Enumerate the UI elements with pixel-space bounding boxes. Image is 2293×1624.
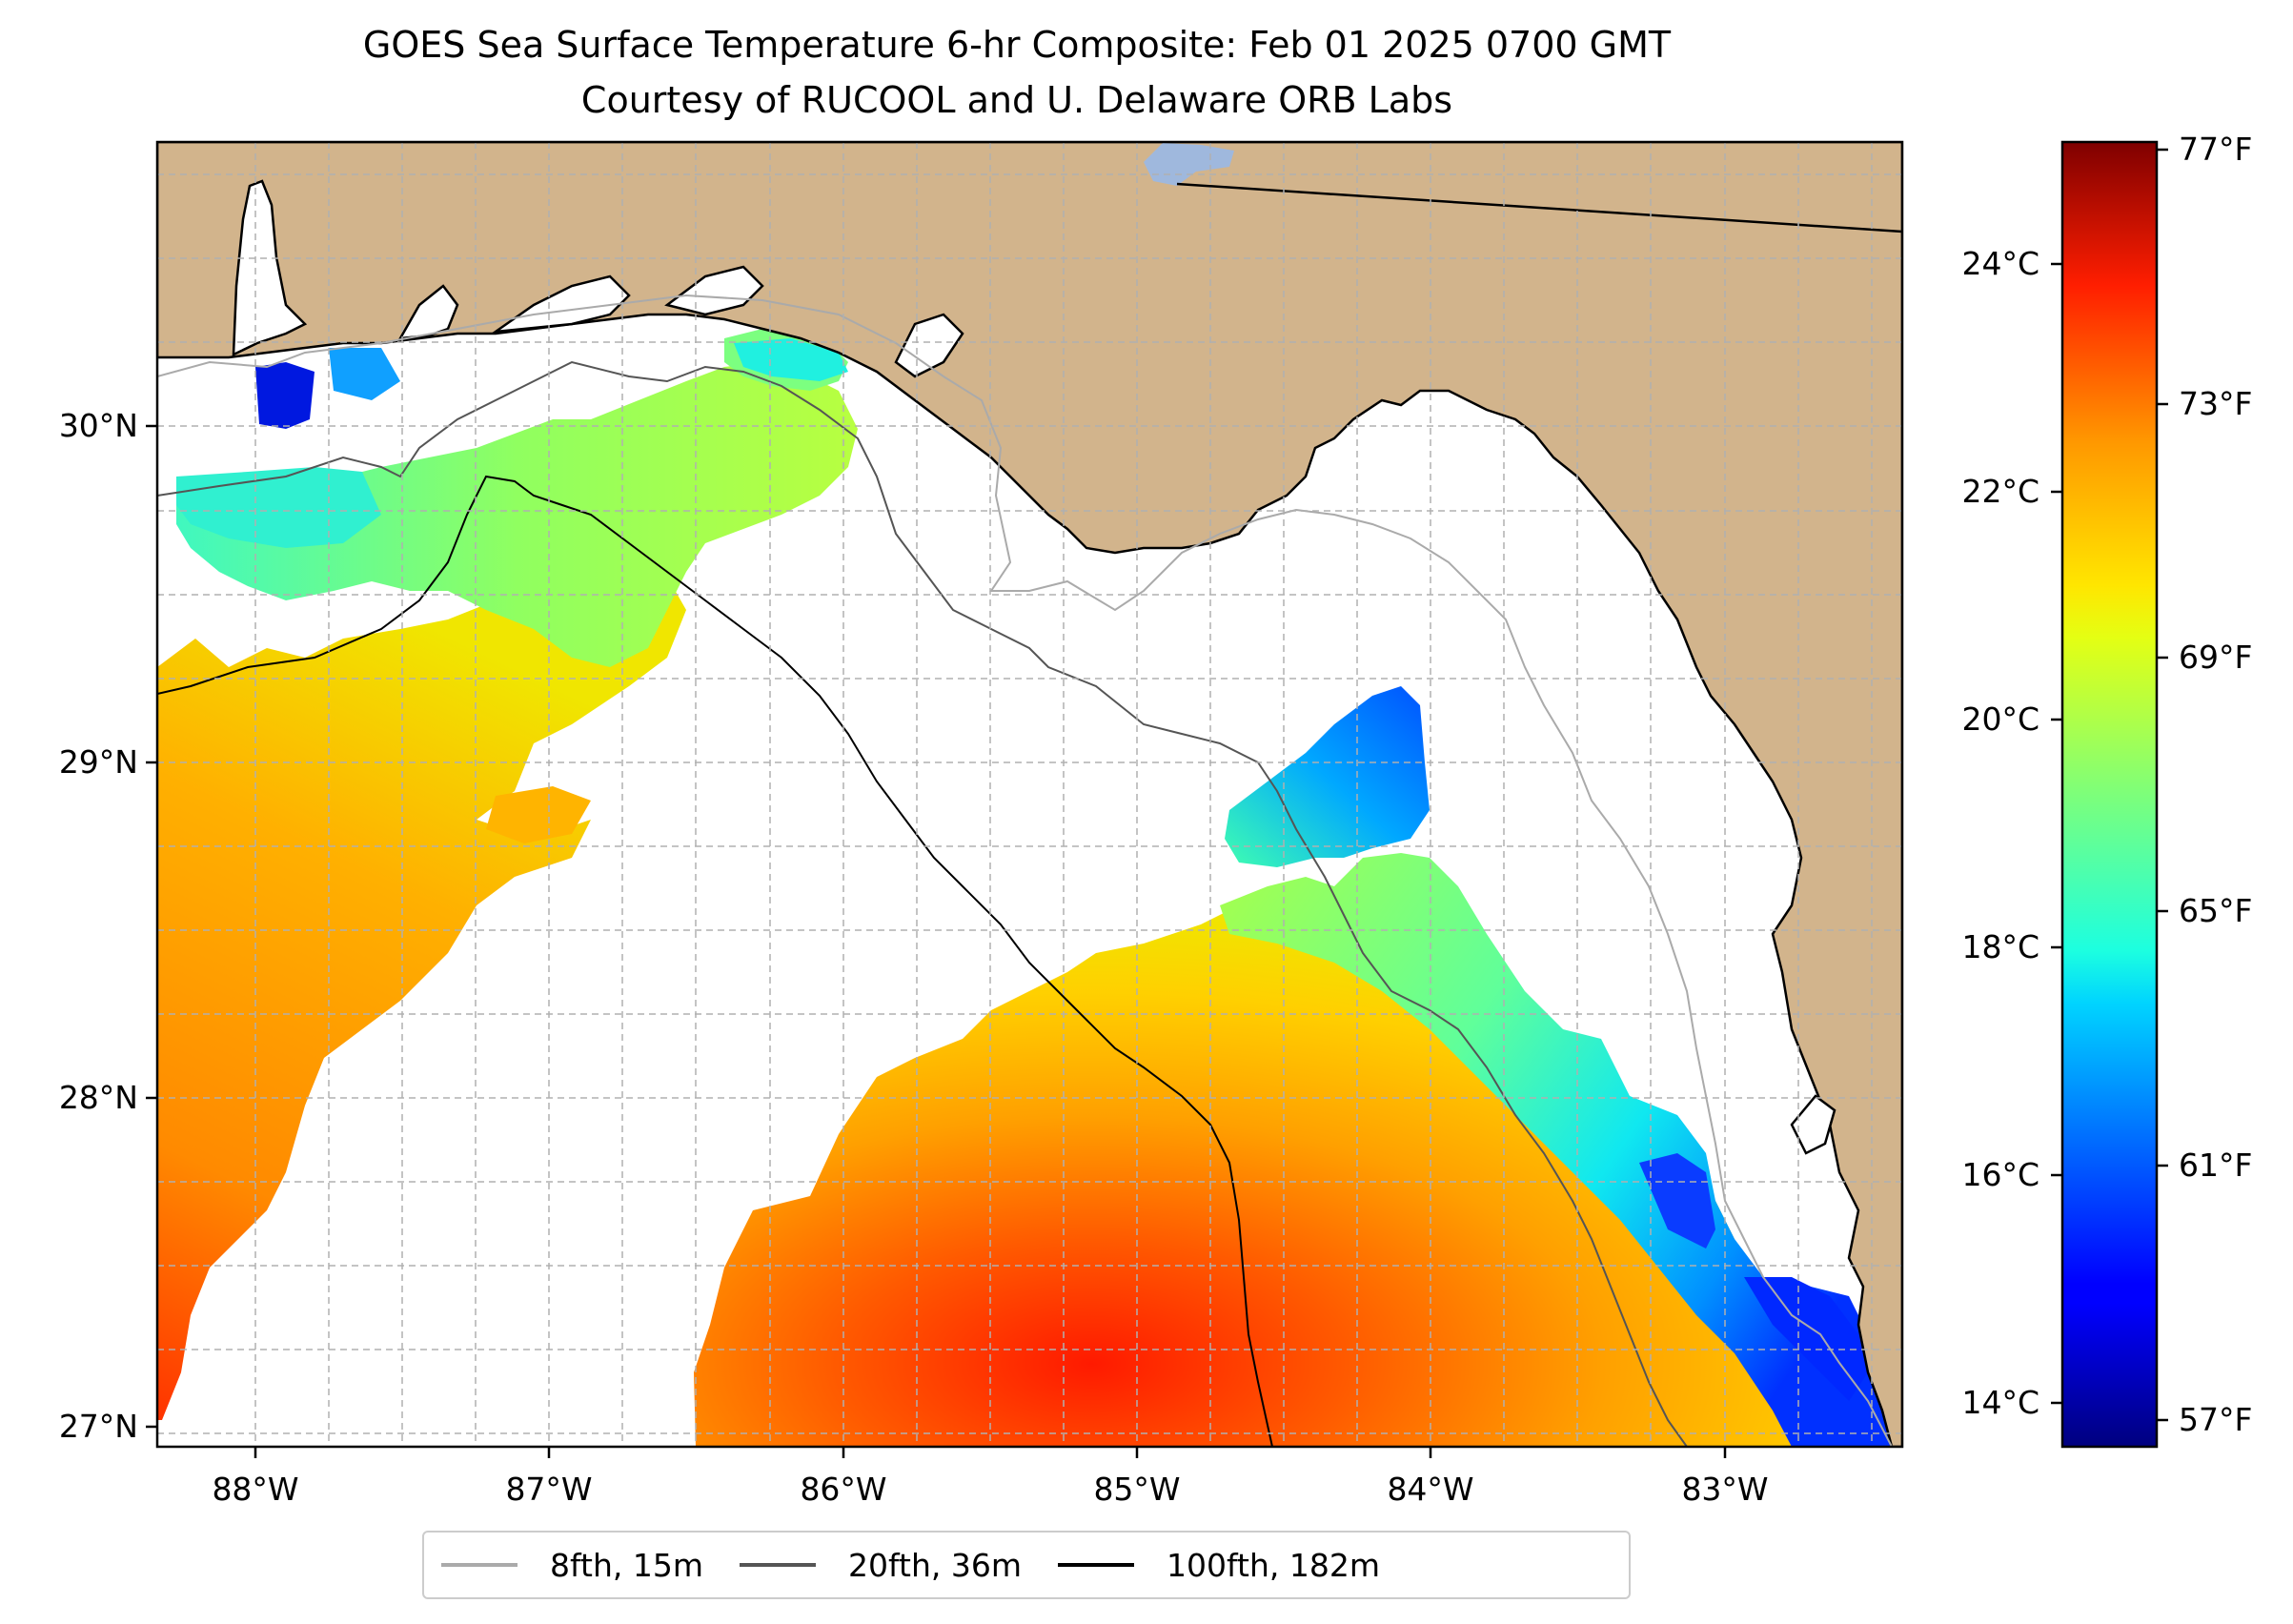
sst-west-small-patch — [486, 786, 591, 843]
lat-label-29: 29°N — [59, 743, 138, 781]
lon-label-85: 85°W — [1093, 1471, 1180, 1508]
lon-label-86: 86°W — [800, 1471, 886, 1508]
legend-item-20fth: 20fth, 36m — [740, 1547, 1022, 1584]
legend-swatch-8fth — [441, 1563, 517, 1567]
colorbar-f-label: 69°F — [2179, 639, 2252, 676]
sst-west-warm-field — [157, 572, 686, 1420]
colorbar-c-label: 20°C — [1961, 700, 2039, 738]
legend-label: 20fth, 36m — [848, 1546, 1023, 1584]
isobath-legend: 8fth, 15m 20fth, 36m 100fth, 182m — [422, 1531, 1631, 1599]
map-title: GOES Sea Surface Temperature 6-hr Compos… — [362, 24, 1672, 66]
sst-big-bend-field — [1220, 853, 1902, 1447]
lon-label-87: 87°W — [505, 1471, 592, 1508]
land-mass — [157, 142, 1902, 1447]
legend-label: 100fth, 182m — [1167, 1546, 1381, 1584]
colorbar-f-label: 61°F — [2179, 1147, 2252, 1184]
colorbar-c-label: 18°C — [1961, 928, 2039, 965]
colorbar-c-label: 16°C — [1961, 1156, 2039, 1193]
sst-apalachee-cool-blob — [1225, 686, 1430, 867]
sst-pensacola-cool-patch — [329, 348, 400, 400]
legend-label: 8fth, 15m — [550, 1546, 704, 1584]
lat-label-27: 27°N — [59, 1408, 138, 1445]
sst-pensacola-cold-patch — [255, 362, 315, 429]
lat-label-28: 28°N — [59, 1079, 138, 1116]
colorbar-c-label: 24°C — [1961, 245, 2039, 282]
legend-swatch-100fth — [1058, 1563, 1135, 1567]
isobath-8fth — [157, 294, 1893, 1447]
sst-western-cool-strip — [176, 467, 381, 548]
colorbar-c-label: 22°C — [1961, 473, 2039, 510]
colorbar-f-label: 77°F — [2179, 131, 2252, 168]
sst-big-bend-coastal-cool — [1639, 1153, 1715, 1248]
colorbar-f-label: 65°F — [2179, 892, 2252, 929]
isobath-20fth — [157, 360, 1688, 1447]
sst-nearshore-cyan — [734, 338, 848, 381]
lon-label-83: 83°W — [1681, 1471, 1768, 1508]
colorbar-ticks — [2051, 148, 2168, 1422]
lon-label-84: 84°W — [1387, 1471, 1473, 1508]
lon-label-88: 88°W — [212, 1471, 298, 1508]
map-subtitle: Courtesy of RUCOOL and U. Delaware ORB L… — [580, 79, 1453, 121]
lat-label-30: 30°N — [59, 407, 138, 444]
mobile-bay — [232, 179, 308, 357]
sst-southeast-coastal-cool — [1744, 1277, 1868, 1401]
isobath-100fth — [157, 475, 1273, 1447]
apalachicola-bay — [894, 313, 964, 378]
colorbar — [2060, 140, 2159, 1449]
colorbar-c-label: 14°C — [1961, 1384, 2039, 1421]
colorbar-f-label: 73°F — [2179, 385, 2252, 422]
colorbar-f-label: 57°F — [2179, 1401, 2252, 1438]
pensacola-bay — [397, 284, 459, 340]
tampa-bay — [1790, 1094, 1836, 1155]
legend-item-8fth: 8fth, 15m — [441, 1547, 703, 1584]
legend-item-100fth: 100fth, 182m — [1058, 1547, 1380, 1584]
sst-northwest-field — [176, 362, 858, 667]
gridlines — [157, 142, 1902, 1447]
state-boundary — [1176, 182, 1902, 233]
map-frame — [155, 140, 1904, 1449]
choctawhatchee-bay — [491, 274, 631, 334]
axis-ticks — [146, 424, 1727, 1458]
legend-swatch-20fth — [740, 1563, 817, 1567]
st-andrew-bay — [664, 265, 764, 316]
